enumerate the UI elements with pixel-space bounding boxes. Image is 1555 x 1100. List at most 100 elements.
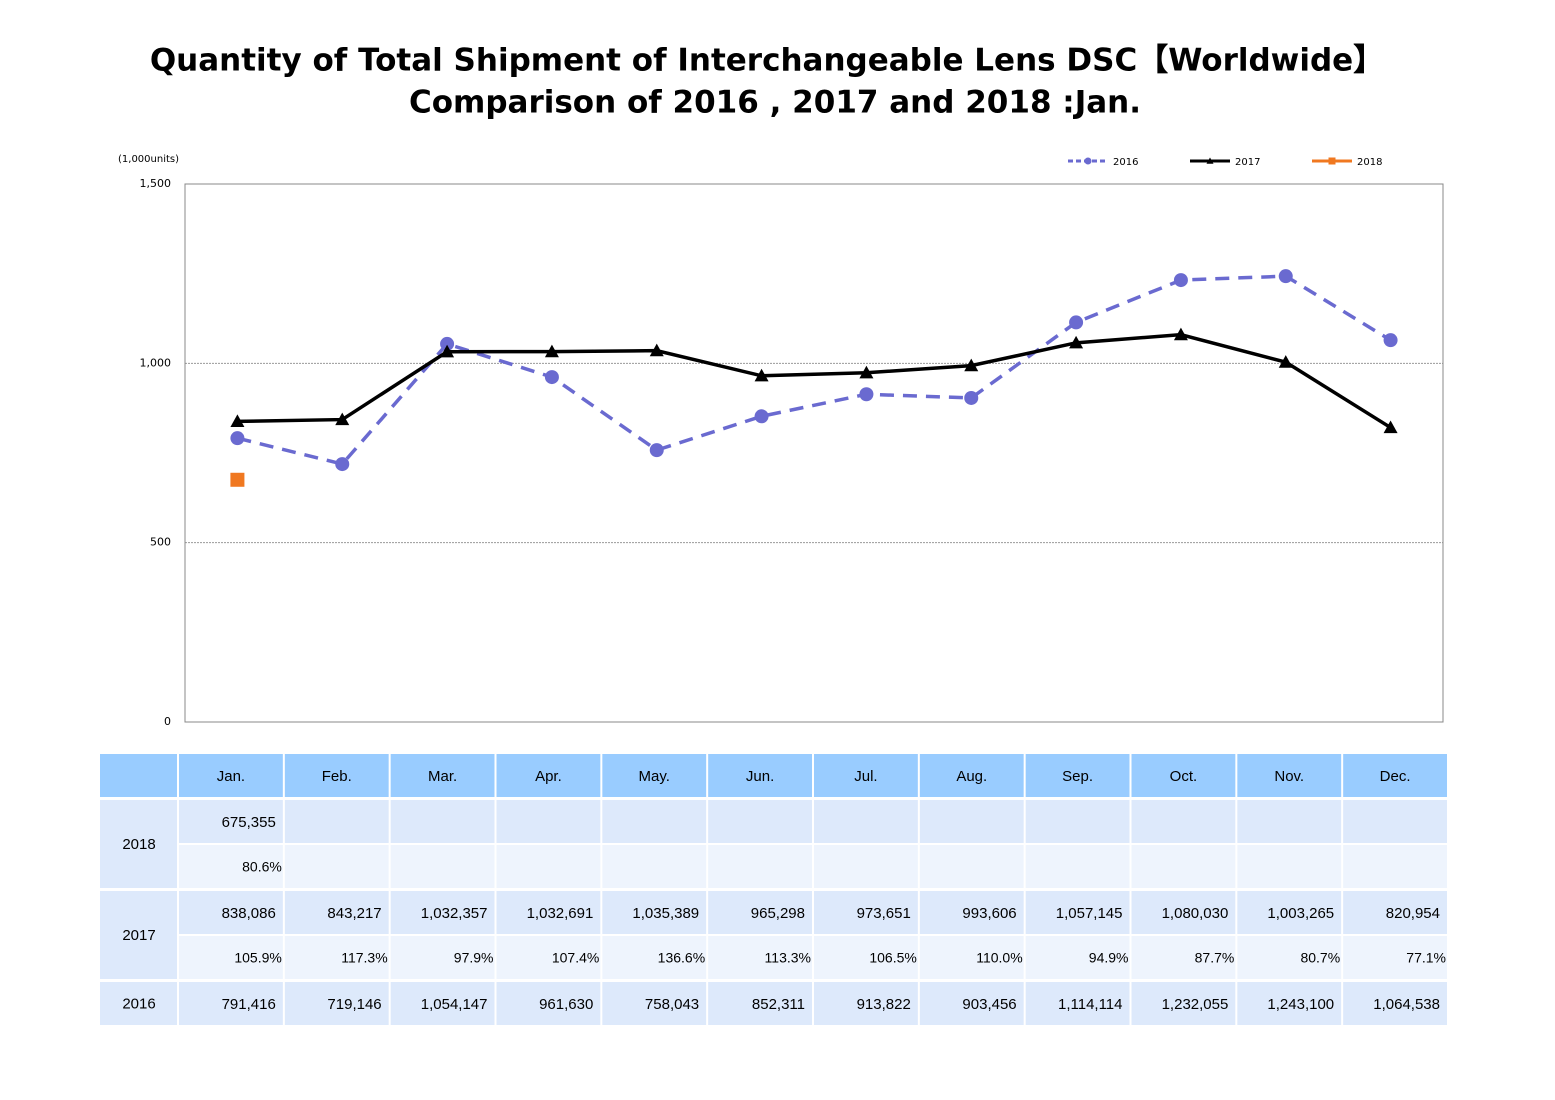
table-cell	[179, 800, 283, 843]
table-ratio: 97.9%	[454, 950, 494, 966]
table-header-cell	[919, 754, 1024, 797]
table-cell	[390, 845, 495, 888]
table-value: 1,032,357	[421, 905, 488, 922]
table-header-cell	[390, 754, 495, 797]
table-value: 1,243,100	[1267, 996, 1334, 1013]
table-value: 1,035,389	[632, 905, 699, 922]
table-cell	[1237, 982, 1342, 1025]
table-header-label: Mar.	[428, 768, 457, 785]
legend-label: 2016	[1113, 157, 1138, 168]
table-cell	[1237, 800, 1342, 843]
table-cell	[814, 891, 918, 934]
table-ratio: 110.0%	[976, 950, 1022, 966]
table-cell	[496, 982, 601, 1025]
legend-marker	[1328, 157, 1336, 165]
table-header-cell	[1343, 754, 1447, 797]
table-cell	[814, 936, 918, 979]
table-value: 852,311	[752, 996, 805, 1013]
table-value: 1,003,265	[1267, 905, 1334, 922]
point	[230, 472, 245, 487]
table-header-cell	[1237, 754, 1342, 797]
table-cell	[1237, 936, 1342, 979]
point	[230, 414, 245, 428]
table-value: 961,630	[539, 996, 593, 1013]
table-cell	[179, 982, 283, 1025]
point	[649, 443, 664, 458]
y-tick-label: 0	[164, 715, 171, 728]
table-header-label: Aug.	[956, 768, 987, 785]
table-cell	[284, 936, 389, 979]
table-value: 719,146	[327, 996, 381, 1013]
table-cell	[1025, 845, 1130, 888]
point	[1278, 355, 1293, 368]
table-cell	[814, 800, 918, 843]
table-row-label: 2017	[122, 927, 155, 944]
table-value: 1,064,538	[1373, 996, 1440, 1013]
table-ratio: 80.7%	[1300, 950, 1340, 966]
point	[754, 368, 769, 382]
table-row-label-cell	[100, 982, 177, 1025]
point	[859, 365, 874, 379]
table-ratio: 87.7%	[1195, 950, 1235, 966]
point	[1069, 335, 1084, 349]
legend-label: 2017	[1235, 157, 1260, 168]
table-value: 1,057,145	[1056, 905, 1123, 922]
table-cell	[496, 800, 601, 843]
table-value: 1,114,114	[1058, 996, 1123, 1013]
table-header-cell	[284, 754, 389, 797]
table-value: 758,043	[645, 996, 699, 1013]
y-tick-label: 500	[150, 536, 171, 549]
table-cell	[1025, 982, 1130, 1025]
table-value: 973,651	[857, 905, 911, 922]
table-cell	[179, 936, 283, 979]
table-cell	[708, 845, 812, 888]
table-cell	[496, 891, 601, 934]
point	[544, 344, 559, 358]
table-cell	[1131, 936, 1236, 979]
table-cell	[919, 891, 1024, 934]
table-cell	[919, 982, 1024, 1025]
table-header-label: Sep.	[1062, 768, 1093, 785]
point	[335, 457, 350, 472]
table-value: 1,054,147	[421, 996, 488, 1013]
y-axis-label: (1,000units)	[118, 154, 179, 165]
table-cell	[390, 936, 495, 979]
table-ratio: 80.6%	[242, 859, 282, 875]
point	[230, 431, 245, 446]
table-value: 791,416	[222, 996, 276, 1013]
table-cell	[1131, 891, 1236, 934]
chart-subtitle: Comparison of 2016 , 2017 and 2018 :Jan.	[409, 85, 1141, 121]
table-cell	[1237, 891, 1342, 934]
legend-marker	[1206, 157, 1214, 164]
table-cell	[1131, 982, 1236, 1025]
table-cell	[708, 982, 812, 1025]
table-value: 1,080,030	[1162, 905, 1229, 922]
table-cell	[496, 936, 601, 979]
table-value: 843,217	[327, 905, 381, 922]
legend-label: 2018	[1357, 157, 1382, 168]
point	[440, 336, 455, 351]
table-value: 993,606	[962, 905, 1016, 922]
table-header-label: Nov.	[1274, 768, 1304, 785]
table-cell	[602, 936, 707, 979]
point	[1173, 327, 1188, 341]
table-row-label: 2018	[122, 836, 155, 853]
legend-marker	[1084, 157, 1092, 165]
table-header-cell	[602, 754, 707, 797]
table-ratio: 117.3%	[341, 950, 387, 966]
table-value: 903,456	[962, 996, 1016, 1013]
table-header-label: Jan.	[217, 768, 245, 785]
table-cell	[708, 891, 812, 934]
point	[335, 412, 350, 426]
table-header-cell	[1025, 754, 1130, 797]
table-ratio: 77.1%	[1406, 950, 1446, 966]
table-cell	[1025, 891, 1130, 934]
table-header-cell	[179, 754, 283, 797]
table-cell	[284, 845, 389, 888]
table-ratio: 113.3%	[765, 950, 811, 966]
table-cell	[1131, 845, 1236, 888]
table-cell	[602, 845, 707, 888]
table-cell	[1025, 800, 1130, 843]
table-ratio: 106.5%	[869, 950, 916, 966]
